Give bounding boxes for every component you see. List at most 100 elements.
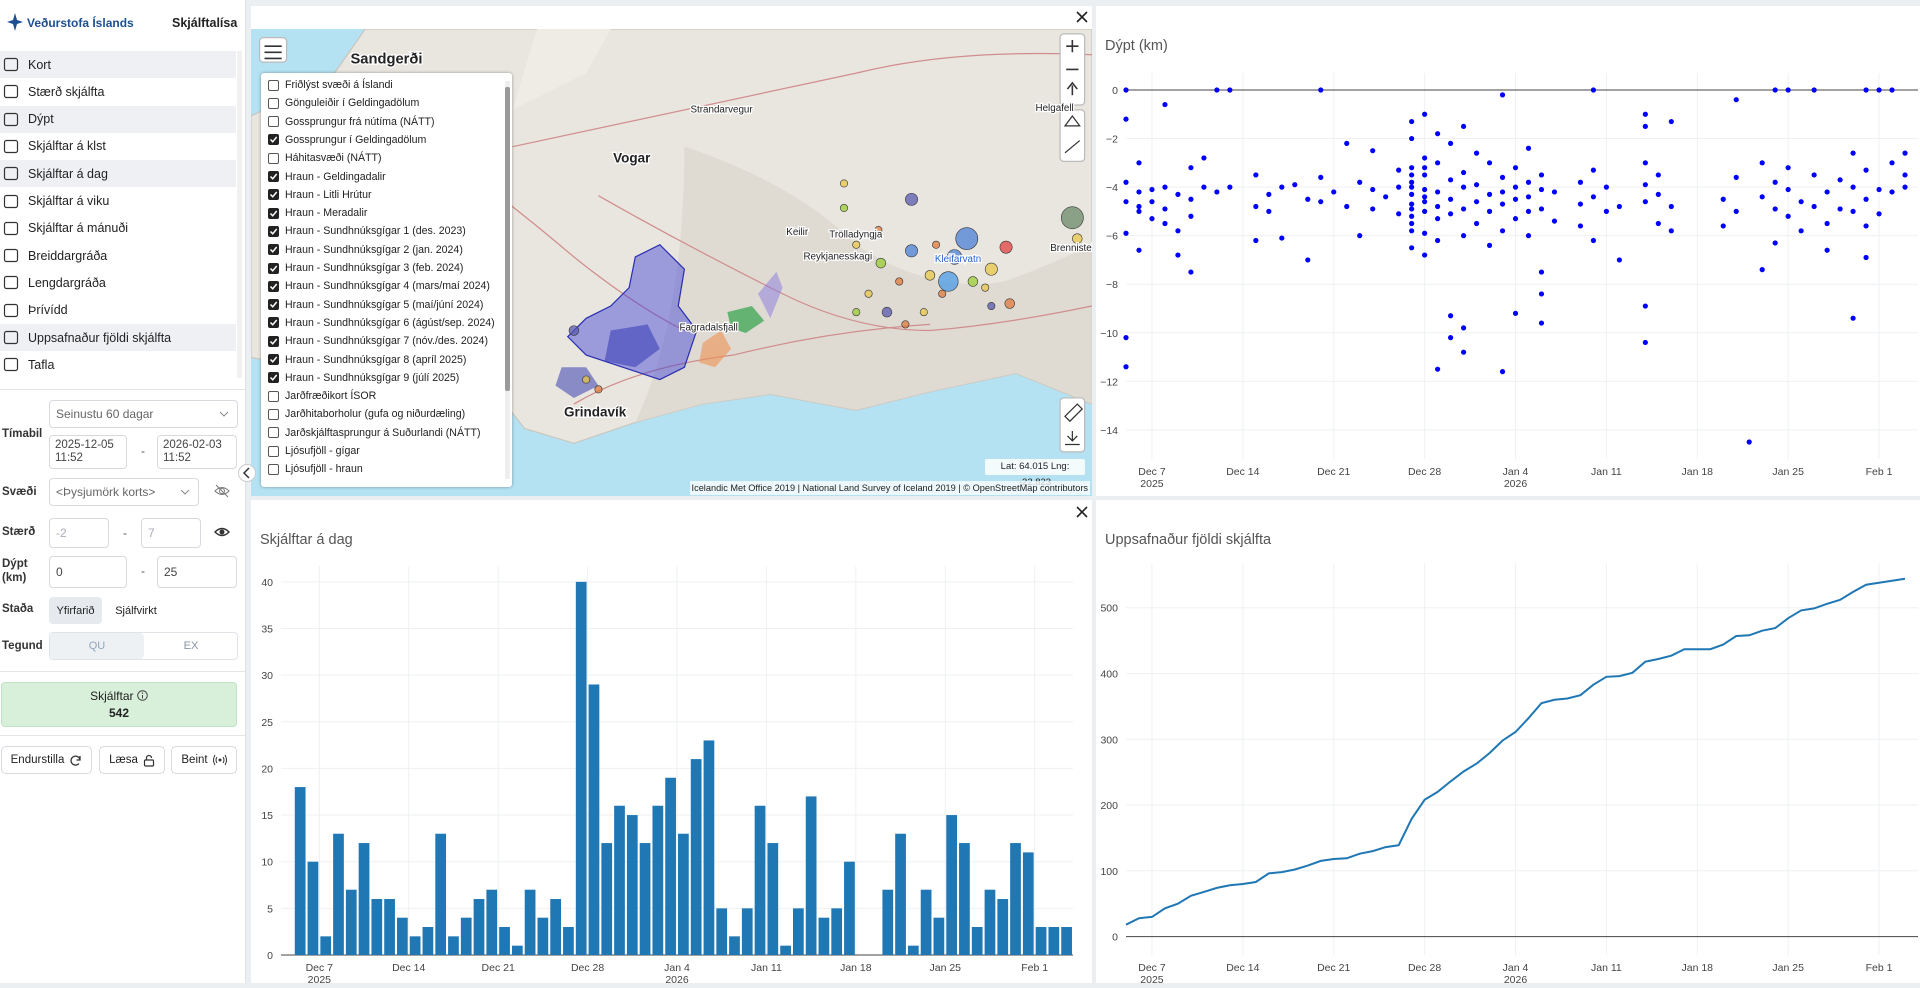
layer-item[interactable]: Hraun - Sundhnúksgígar 8 (apríl 2025): [268, 354, 466, 366]
lock-button[interactable]: Læsa: [99, 746, 165, 774]
layer-item[interactable]: Hraun - Geldingadalir: [268, 171, 386, 183]
checkbox[interactable]: [268, 463, 279, 475]
layer-item[interactable]: Hraun - Meradalir: [268, 207, 367, 219]
place-label: Reykjanesskagi: [803, 251, 872, 262]
depth-max[interactable]: 25: [157, 556, 237, 588]
date-to[interactable]: 2026-02-03 11:52: [157, 435, 237, 469]
layer-item[interactable]: Hraun - Sundhnúksgígar 6 (ágúst/sep. 202…: [268, 317, 495, 329]
checkbox[interactable]: [268, 134, 279, 146]
magnitude-min[interactable]: -2: [49, 518, 109, 548]
live-button[interactable]: Beint: [171, 746, 237, 774]
checkbox[interactable]: [268, 116, 279, 128]
nav-label: Skjálftar á viku: [28, 194, 110, 208]
nav-item[interactable]: Skjálftar á mánuði: [0, 215, 236, 242]
layer-item[interactable]: Gossprungur í Geldingadölum: [268, 134, 426, 146]
checkbox[interactable]: [268, 335, 279, 347]
magnitude-max[interactable]: 7: [141, 518, 201, 548]
layer-item[interactable]: Hraun - Litli Hrútur: [268, 189, 372, 201]
layer-item[interactable]: Jarðhitaborholur (gufa og niðurdæling): [268, 408, 465, 420]
depth-point: [1227, 87, 1233, 93]
checkbox[interactable]: [268, 354, 279, 365]
checkbox[interactable]: [268, 372, 279, 384]
y-tick-label: 40: [261, 577, 273, 589]
checkbox[interactable]: [268, 189, 279, 201]
layer-item[interactable]: Hraun - Sundhnúksgígar 1 (des. 2023): [268, 225, 466, 237]
checkbox[interactable]: [268, 390, 279, 402]
nav-item[interactable]: Stærð skjálfta: [0, 78, 236, 105]
layer-item[interactable]: Ljósufjöll - gígar: [268, 445, 360, 457]
eye-icon[interactable]: [213, 524, 231, 540]
status-option[interactable]: Yfirfarið: [49, 597, 102, 624]
layer-item[interactable]: Hraun - Sundhnúksgígar 2 (jan. 2024): [268, 244, 463, 256]
nav-item[interactable]: Tafla: [0, 351, 236, 378]
preset-select[interactable]: Seinustu 60 dagar: [49, 400, 238, 428]
checkbox[interactable]: [268, 79, 279, 91]
checkbox[interactable]: [268, 262, 279, 274]
nav-item[interactable]: Uppsafnaður fjöldi skjálfta: [0, 324, 236, 351]
depth-point: [1227, 184, 1233, 190]
checkbox[interactable]: [268, 317, 279, 329]
layer-item[interactable]: Gönguleiðir í Geldingadölum: [268, 97, 419, 109]
nav-item[interactable]: Lengdargráða: [0, 269, 236, 296]
checkbox[interactable]: [268, 225, 279, 237]
checkbox[interactable]: [268, 427, 279, 439]
checkbox[interactable]: [268, 299, 279, 311]
depth-min[interactable]: 0: [49, 556, 127, 588]
type-option[interactable]: QU: [50, 633, 144, 659]
depth-point: [1460, 123, 1467, 130]
nav-item[interactable]: Dýpt: [0, 105, 236, 133]
reset-icon: [70, 755, 81, 766]
eye-off-icon[interactable]: [213, 483, 231, 499]
type-option[interactable]: EX: [183, 640, 199, 652]
divider: [0, 671, 245, 672]
layer-item[interactable]: Hraun - Sundhnúksgígar 7 (nóv./des. 2024…: [268, 335, 488, 347]
nav-item[interactable]: Skjálftar á viku: [0, 188, 236, 215]
checkbox[interactable]: [268, 445, 279, 457]
layer-item[interactable]: Ljósufjöll - hraun: [268, 463, 363, 475]
depth-point: [1850, 208, 1856, 214]
check-path: [269, 374, 278, 382]
nav-item[interactable]: Skjálftar á klst: [0, 133, 236, 160]
x-tick-label: Jan 18: [840, 962, 872, 974]
layer-name: Hraun - Sundhnúksgígar 1 (des. 2023): [285, 225, 466, 238]
nav-item[interactable]: Breiddargráða: [0, 242, 236, 269]
reset-button[interactable]: Endurstilla: [1, 746, 92, 774]
checkbox[interactable]: [268, 171, 279, 182]
nav-item[interactable]: Skjálftar á dag: [0, 160, 236, 188]
nav-item[interactable]: Kort: [0, 51, 236, 78]
layer-item[interactable]: Hraun - Sundhnúksgígar 9 (júlí 2025): [268, 372, 459, 384]
layer-item[interactable]: Hraun - Sundhnúksgígar 4 (mars/maí 2024): [268, 280, 490, 292]
checkbox[interactable]: [268, 408, 279, 420]
layer-item[interactable]: Jarðfræðikort ÍSOR: [268, 390, 376, 402]
close-button[interactable]: [1076, 11, 1088, 23]
checkbox[interactable]: [268, 280, 279, 292]
collapse-button[interactable]: [238, 464, 256, 482]
layer-item[interactable]: Jarðskjálftasprungur á Suðurlandi (NÁTT): [268, 427, 480, 439]
map-quake: [875, 257, 887, 269]
scroll-thumb[interactable]: [505, 87, 510, 391]
layer-item[interactable]: Hraun - Sundhnúksgígar 3 (feb. 2024): [268, 262, 463, 274]
depth-point: [1499, 174, 1506, 180]
y-tick-label: −4: [1106, 182, 1118, 194]
bar: [575, 581, 587, 955]
status-option[interactable]: Sjálfvirkt: [115, 604, 157, 617]
close-button[interactable]: [1076, 506, 1088, 518]
layer-item[interactable]: Friðlýst svæði á Íslandi: [268, 79, 393, 91]
checkbox[interactable]: [268, 207, 279, 219]
nav-item[interactable]: Þrívídd: [0, 297, 236, 324]
layer-item[interactable]: Gossprungur frá nútíma (NÁTT): [268, 116, 435, 128]
y-tick-label: 25: [261, 717, 273, 729]
layer-item[interactable]: Háhitasvæði (NÁTT): [268, 152, 382, 164]
check-path: [269, 210, 278, 217]
check-mark: [269, 191, 278, 199]
nav-icon: [3, 112, 19, 126]
layer-item[interactable]: Hraun - Sundhnúksgígar 5 (maí/júní 2024): [268, 299, 483, 311]
depth-point: [1876, 186, 1882, 193]
area-select[interactable]: <Þysjumörk korts>: [49, 478, 199, 506]
checkbox[interactable]: [268, 244, 279, 256]
button-label: Læsa: [109, 754, 138, 766]
checkbox[interactable]: [268, 152, 279, 164]
date-from[interactable]: 2025-12-05 11:52: [49, 435, 127, 469]
bar: [307, 861, 319, 955]
checkbox[interactable]: [268, 97, 279, 109]
